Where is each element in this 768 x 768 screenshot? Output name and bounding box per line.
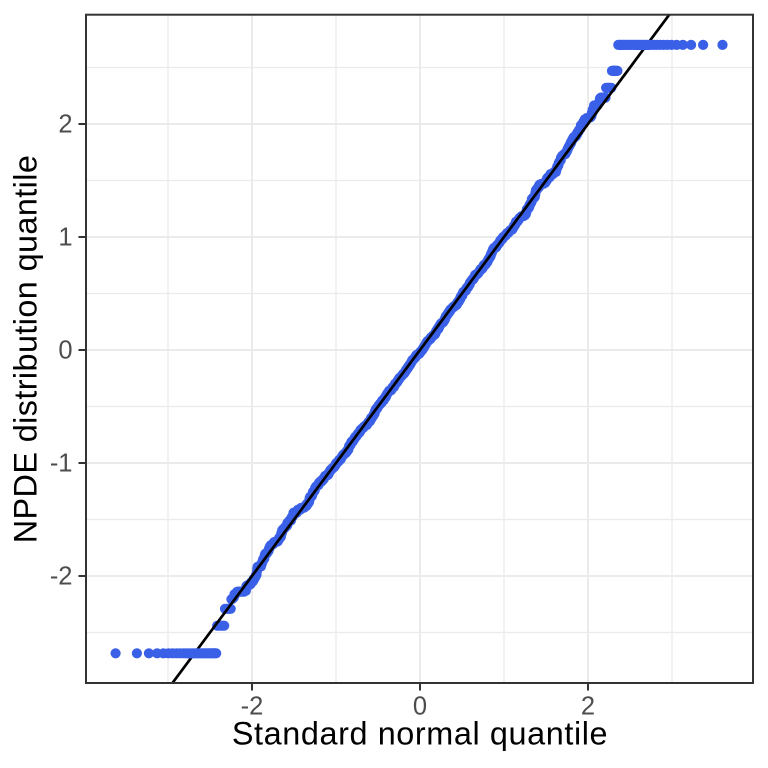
svg-text:-1: -1 xyxy=(50,450,73,478)
svg-text:Standard normal quantile: Standard normal quantile xyxy=(232,716,608,752)
svg-text:-2: -2 xyxy=(241,693,264,721)
svg-text:NPDE distribution quantile: NPDE distribution quantile xyxy=(8,155,44,544)
svg-text:0: 0 xyxy=(58,337,72,365)
svg-text:1: 1 xyxy=(58,224,72,252)
svg-text:-2: -2 xyxy=(50,563,73,591)
svg-text:2: 2 xyxy=(58,111,72,139)
svg-text:0: 0 xyxy=(413,693,427,721)
svg-text:2: 2 xyxy=(581,693,595,721)
